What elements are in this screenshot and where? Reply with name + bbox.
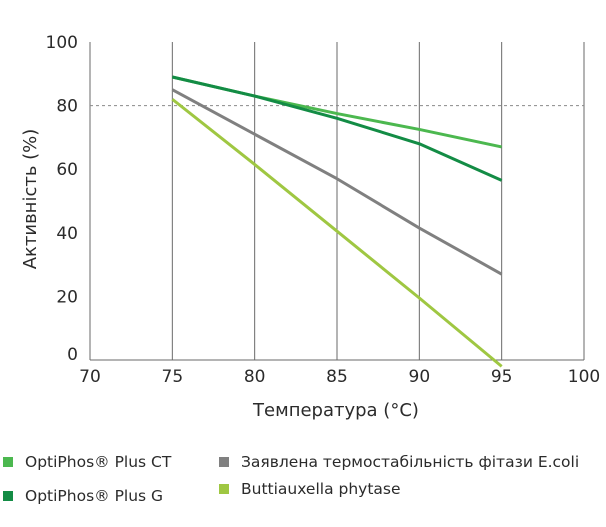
grid-lines <box>89 42 585 360</box>
legend-swatch-buttiauxella <box>219 484 229 494</box>
y-tick-label-100: 100 <box>46 33 78 53</box>
legend-swatch-optiphos-plus-ct <box>3 457 13 467</box>
x-tick-label-70: 70 <box>79 367 101 387</box>
x-tick-label-95: 95 <box>491 367 513 387</box>
y-tick-label-80: 80 <box>56 97 78 117</box>
y-axis-label: Активність (%) <box>20 129 41 270</box>
y-tick-label-40: 40 <box>56 224 78 244</box>
series-line-4 <box>171 98 503 368</box>
x-tick-label-100: 100 <box>568 367 600 387</box>
x-tick-label-85: 85 <box>326 367 348 387</box>
series-lines <box>171 75 503 368</box>
y-tick-label-0: 0 <box>67 345 78 365</box>
x-tick-label-80: 80 <box>244 367 266 387</box>
legend-swatch-optiphos-plus-g <box>3 491 13 501</box>
y-tick-label-60: 60 <box>56 160 78 180</box>
legend-swatch-ecoli <box>219 457 229 467</box>
legend-column-left: OptiPhos® Plus CT OptiPhos® Plus G <box>3 451 171 519</box>
legend-item-buttiauxella: Buttiauxella phytase <box>219 478 599 500</box>
series-line-2 <box>171 75 503 182</box>
legend-item-ecoli: Заявлена термостабільність фітази E.coli <box>219 451 599 473</box>
line-chart: 70 75 80 85 90 95 100 0 20 40 60 80 100 Температура … <box>20 33 601 421</box>
x-axis-label: Температура (°C) <box>252 400 419 421</box>
tick-labels: 70 75 80 85 90 95 100 0 20 40 60 80 100 <box>46 33 601 387</box>
x-tick-label-75: 75 <box>162 367 184 387</box>
legend-label-ecoli: Заявлена термостабільність фітази E.coli <box>241 453 580 471</box>
legend-label-optiphos-plus-ct: OptiPhos® Plus CT <box>25 453 172 471</box>
x-tick-label-90: 90 <box>409 367 431 387</box>
legend-label-buttiauxella: Buttiauxella phytase <box>241 480 401 498</box>
series-line-3 <box>171 88 503 276</box>
y-tick-label-20: 20 <box>56 287 78 307</box>
legend-label-optiphos-plus-g: OptiPhos® Plus G <box>25 487 164 505</box>
legend-item-optiphos-plus-g: OptiPhos® Plus G <box>3 485 171 507</box>
legend-item-optiphos-plus-ct: OptiPhos® Plus CT <box>3 451 171 473</box>
legend-column-right: Заявлена термостабільність фітази E.coli… <box>219 451 599 505</box>
